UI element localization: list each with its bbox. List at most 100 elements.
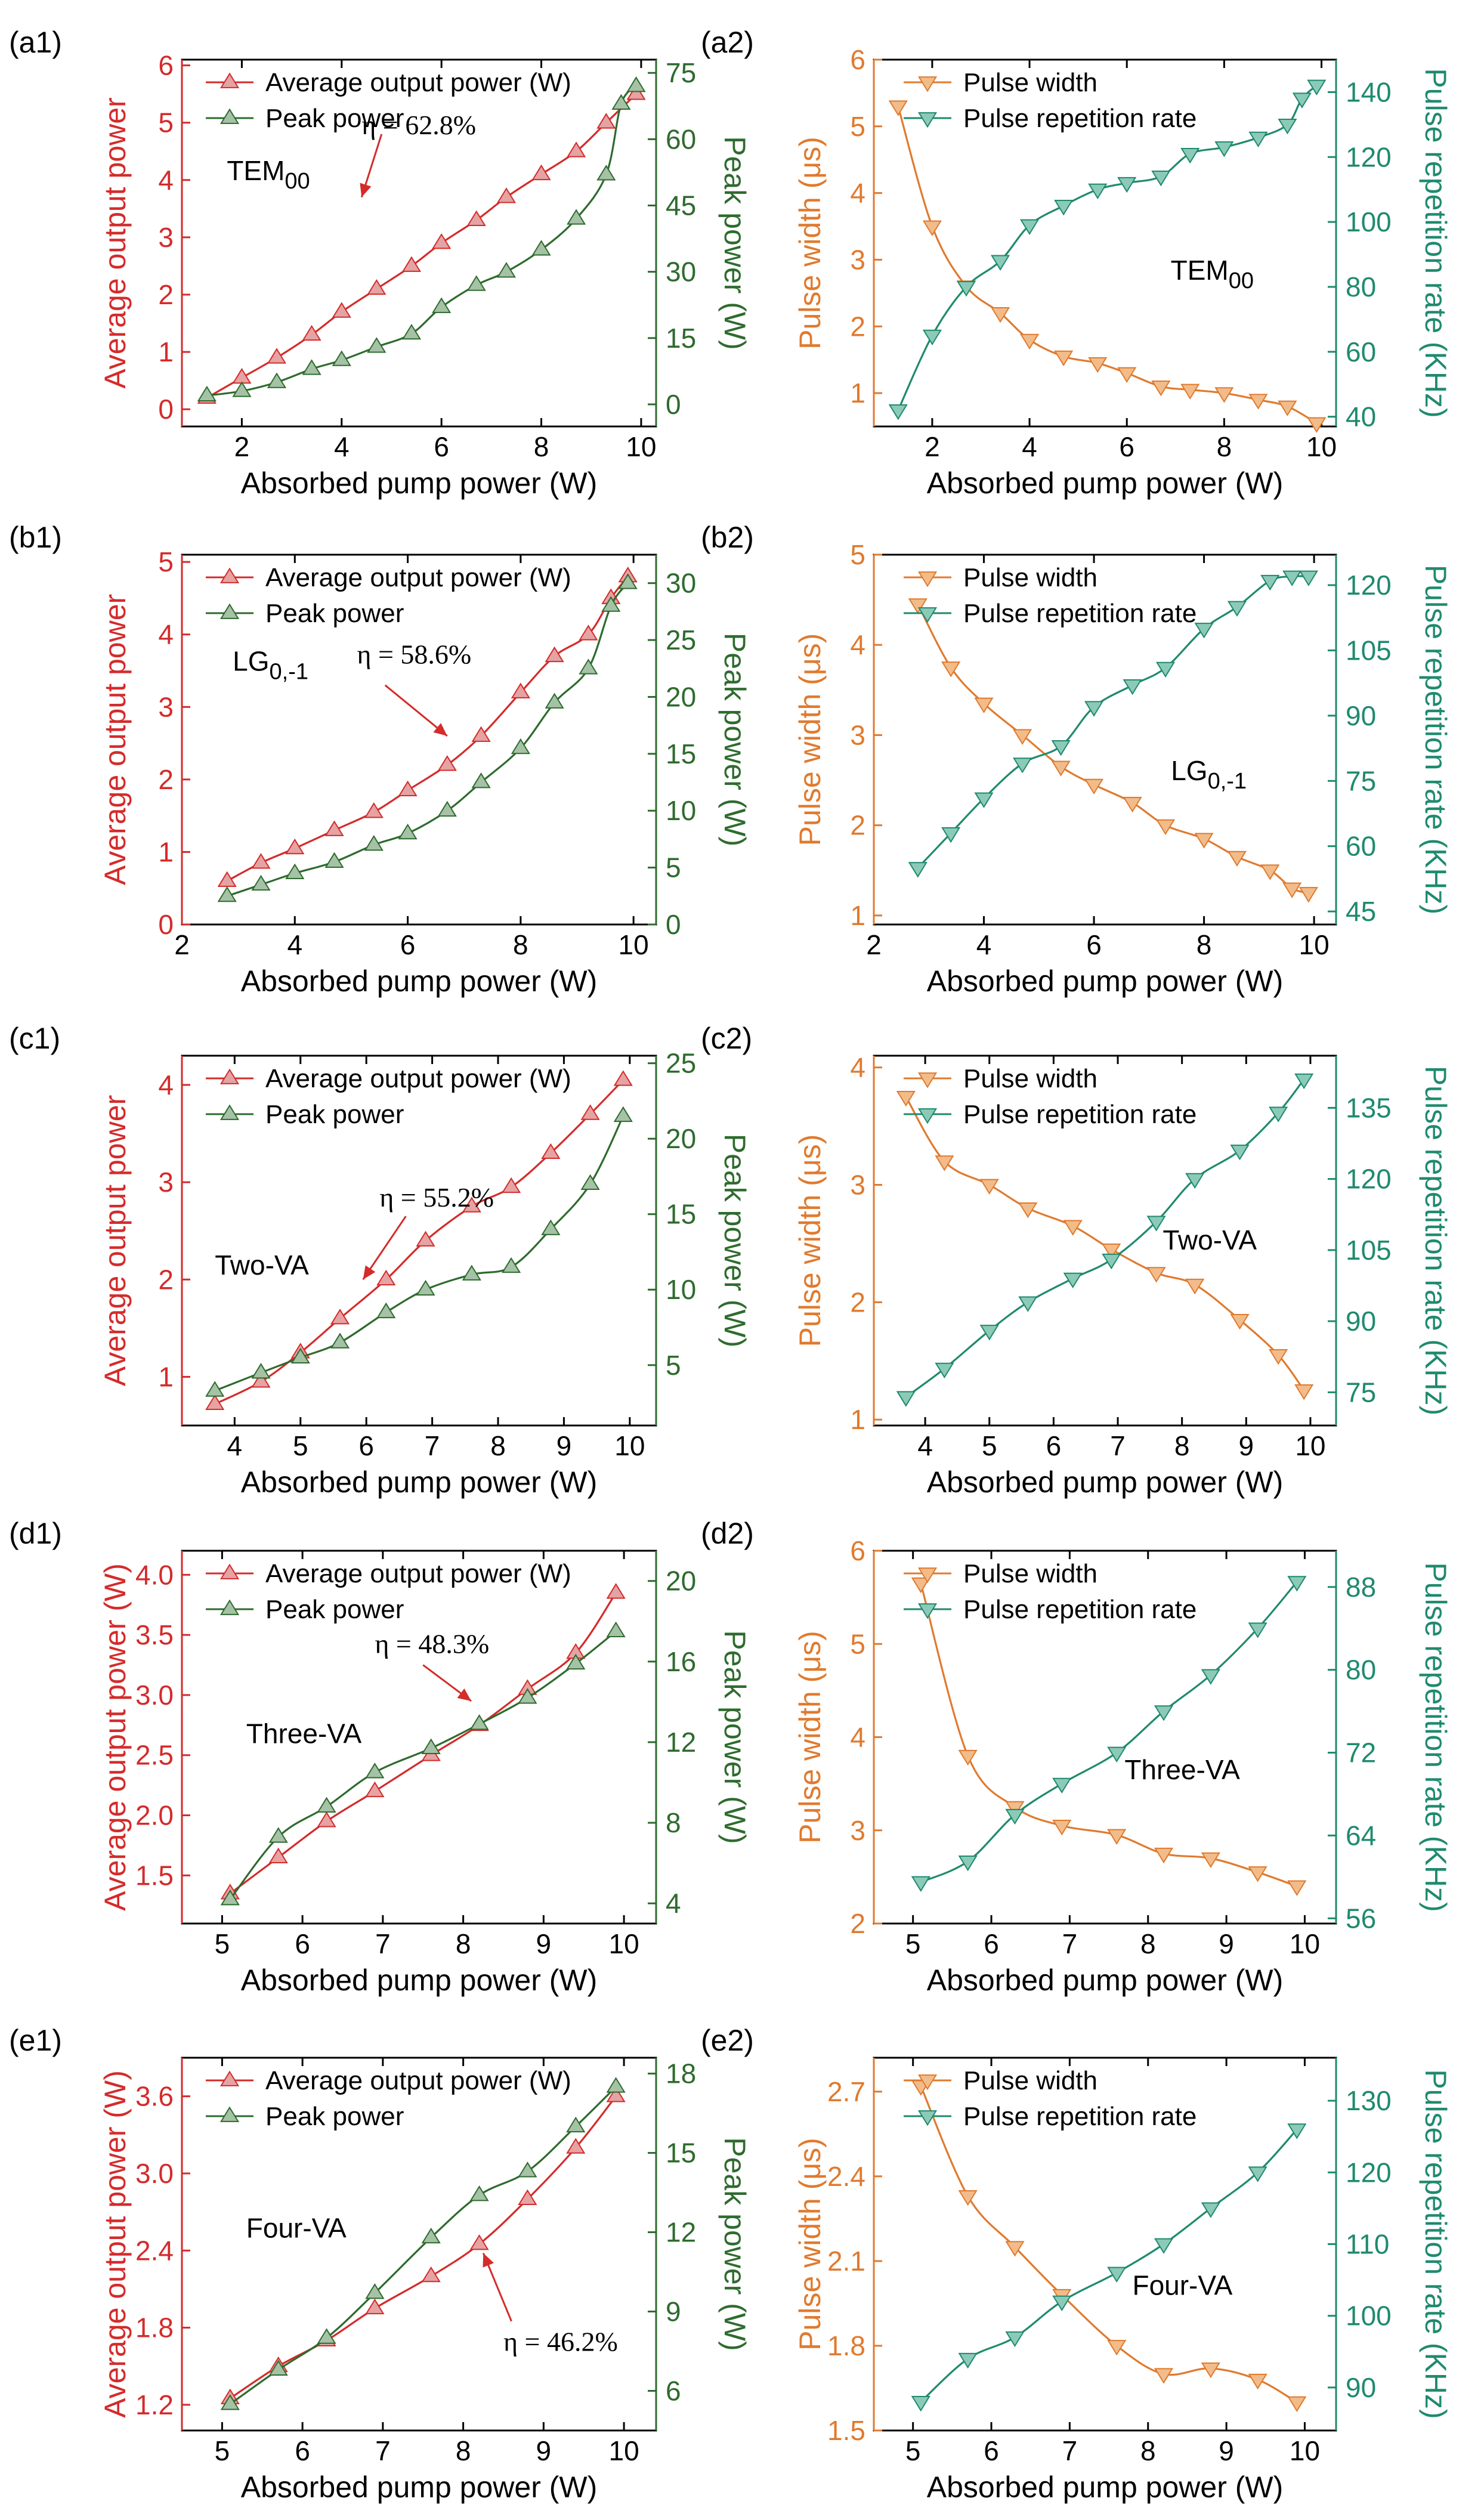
x-tick-label: 10: [614, 1430, 645, 1461]
panel-c1: (c1) 4 5 6 7 8 9 10 1 2 3 4 5 10 15 20 25 Absorbed pump p…: [9, 1022, 752, 1499]
y-tick-label: 4: [158, 619, 174, 650]
x-tick-label: 7: [1062, 2435, 1078, 2466]
data-point: [376, 1269, 396, 1286]
data-point: [1154, 1847, 1174, 1864]
panel-label: (a2): [701, 26, 754, 59]
data-point: [1248, 394, 1268, 410]
mode-annotation: Two-VA: [1163, 1224, 1257, 1256]
data-point: [626, 84, 646, 100]
x-tick-label: 4: [334, 431, 350, 462]
panel-d1: (d1) 5 6 7 8 9 10 1.5 2.0 2.5 3.0 3.5 4.0 4 8 12 16 20 Abs…: [9, 1517, 752, 1997]
data-point: [935, 1362, 954, 1379]
data-point: [471, 726, 491, 742]
data-point: [596, 113, 616, 129]
x-tick-label: 8: [1217, 431, 1232, 462]
legend-marker: [917, 607, 938, 623]
x-tick-label: 9: [536, 2435, 552, 2466]
data-point: [531, 240, 551, 256]
data-point: [1051, 740, 1071, 756]
x-tick-label: 7: [375, 1928, 391, 1959]
data-point: [579, 658, 598, 675]
data-point: [365, 1781, 385, 1798]
x-tick-label: 2: [866, 929, 882, 960]
data-point: [1005, 1801, 1025, 1817]
data-point: [518, 2162, 537, 2178]
y2-tick-label: 90: [1346, 1306, 1376, 1337]
legend-label: Average output power (W): [265, 68, 571, 97]
data-point: [958, 1749, 978, 1766]
legend-label: Peak power: [265, 104, 404, 133]
data-point: [330, 1309, 350, 1325]
data-point: [496, 187, 517, 203]
data-point: [217, 886, 237, 902]
y2-tick-label: 30: [666, 256, 696, 287]
data-point: [1260, 864, 1280, 880]
data-point: [462, 1264, 481, 1281]
y-tick-label: 2: [850, 810, 865, 841]
y-tick-label: 3: [850, 1170, 865, 1201]
data-point: [541, 1143, 561, 1159]
y2-tick-label: 20: [666, 1566, 696, 1597]
legend-marker: [917, 1567, 938, 1584]
y2-tick-label: 120: [1346, 570, 1392, 601]
y2-tick-label: 120: [1346, 1164, 1392, 1195]
y2-tick-label: 6: [666, 2376, 681, 2407]
data-point: [1294, 1073, 1314, 1090]
data-point: [1019, 219, 1040, 235]
x-axis-title: Absorbed pump power (W): [927, 1465, 1283, 1499]
y2-tick-label: 60: [1346, 336, 1376, 367]
series-line-orange: [897, 106, 1318, 424]
data-point: [935, 1155, 954, 1171]
data-point: [1185, 1173, 1205, 1189]
y2-tick-label: 20: [666, 1123, 696, 1154]
y-tick-label: 1.5: [827, 2415, 865, 2446]
data-point: [421, 2266, 441, 2283]
data-point: [1117, 177, 1137, 193]
data-point: [1123, 796, 1142, 813]
y2-tick-label: 80: [1346, 1655, 1376, 1686]
data-point: [317, 1796, 336, 1813]
x-tick-label: 6: [1086, 929, 1102, 960]
data-point: [1102, 1253, 1121, 1270]
data-point: [1307, 417, 1327, 433]
y2-tick-label: 120: [1346, 141, 1392, 172]
x-tick-label: 2: [925, 431, 940, 462]
x-tick-label: 7: [1110, 1430, 1126, 1461]
data-point: [432, 233, 452, 249]
data-point: [567, 141, 586, 157]
data-point: [1154, 2238, 1174, 2254]
mode-annotation: TEM00: [1171, 255, 1254, 293]
data-point: [367, 279, 387, 295]
data-point: [1088, 183, 1108, 200]
y-tick-label: 0: [158, 394, 174, 425]
y2-tick-label: 100: [1346, 2300, 1392, 2331]
mode-annotation: LG0,-1: [233, 646, 308, 685]
y-tick-label: 1: [158, 836, 174, 867]
plot-frame: [181, 553, 657, 926]
legend-marker: [219, 2070, 240, 2086]
data-point: [1185, 1278, 1205, 1295]
y-tick-label: 5: [850, 111, 865, 142]
x-tick-label: 6: [1046, 1430, 1062, 1461]
x-tick-label: 5: [905, 2435, 921, 2466]
y2-tick-label: 8: [666, 1807, 681, 1838]
data-point: [1227, 851, 1247, 867]
y2-tick-label: 90: [1346, 700, 1376, 731]
data-point: [365, 2298, 385, 2315]
legend-marker: [219, 1068, 240, 1084]
y-axis-title: Pulse width (μs): [793, 1134, 827, 1347]
data-point: [896, 1090, 916, 1107]
data-point: [1102, 1243, 1121, 1260]
y2-tick-label: 25: [666, 1048, 696, 1079]
y2-tick-label: 56: [1346, 1903, 1376, 1934]
y2-tick-label: 80: [1346, 271, 1376, 302]
y2-tick-label: 30: [666, 568, 696, 599]
series-line-teal: [920, 2129, 1298, 2403]
x-tick-label: 6: [1119, 431, 1134, 462]
data-point: [217, 871, 237, 887]
mode-subscript: 00: [285, 169, 310, 194]
data-point: [324, 820, 344, 836]
x-tick-label: 5: [293, 1430, 308, 1461]
legend-label: Peak power: [265, 1100, 404, 1129]
